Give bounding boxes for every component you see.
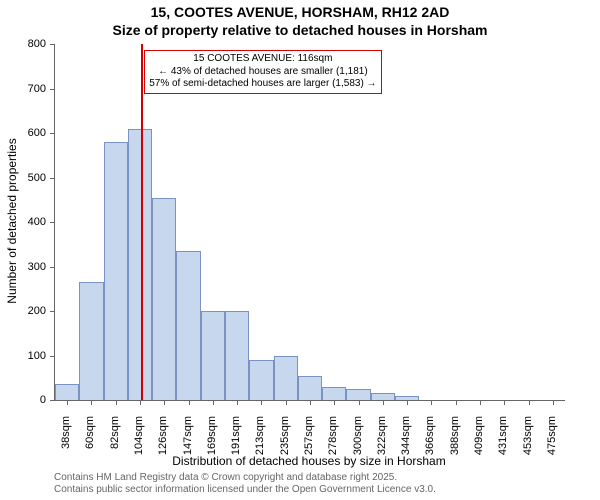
ytick-mark [50,400,55,401]
ytick-mark [50,267,55,268]
xtick-mark [261,400,262,405]
xtick-mark [286,400,287,405]
ytick-mark [50,178,55,179]
histogram-bar [176,251,200,400]
xtick-mark [456,400,457,405]
callout-line1: 15 COOTES AVENUE: 116sqm [149,53,376,66]
footer-line1: Contains HM Land Registry data © Crown c… [54,472,436,484]
footer-attribution: Contains HM Land Registry data © Crown c… [54,472,436,496]
ytick-mark [50,311,55,312]
histogram-bar [79,282,103,400]
xtick-mark [237,400,238,405]
xtick-mark [213,400,214,405]
x-axis-label: Distribution of detached houses by size … [54,454,564,468]
xtick-mark [164,400,165,405]
ytick-mark [50,44,55,45]
callout-line2: ← 43% of detached houses are smaller (1,… [149,66,376,79]
callout-line3: 57% of semi-detached houses are larger (… [149,78,376,91]
histogram-bar [371,393,395,400]
xtick-mark [407,400,408,405]
xtick-mark [189,400,190,405]
plot-area [54,44,565,401]
histogram-bar [55,384,79,400]
y-axis-label: Number of detached properties [5,43,19,399]
xtick-mark [310,400,311,405]
histogram-bar [298,376,322,400]
xtick-mark [359,400,360,405]
xtick-mark [116,400,117,405]
xtick-mark [553,400,554,405]
histogram-bar [346,389,370,400]
xtick-mark [431,400,432,405]
histogram-bar [201,311,225,400]
footer-line2: Contains public sector information licen… [54,484,436,496]
xtick-mark [67,400,68,405]
chart-title-line2: Size of property relative to detached ho… [0,22,600,38]
histogram-bar [152,198,176,400]
ytick-mark [50,356,55,357]
histogram-bar [128,129,152,400]
property-marker-line [141,44,143,400]
histogram-bar [249,360,273,400]
histogram-bar [104,142,128,400]
xtick-mark [334,400,335,405]
histogram-bar [225,311,249,400]
histogram-bar [274,356,298,401]
ytick-mark [50,133,55,134]
ytick-mark [50,222,55,223]
xtick-mark [383,400,384,405]
xtick-mark [140,400,141,405]
xtick-mark [529,400,530,405]
ytick-mark [50,89,55,90]
chart-title-line1: 15, COOTES AVENUE, HORSHAM, RH12 2AD [0,4,600,20]
xtick-mark [480,400,481,405]
xtick-mark [91,400,92,405]
histogram-bar [322,387,346,400]
xtick-mark [504,400,505,405]
callout-box: 15 COOTES AVENUE: 116sqm← 43% of detache… [144,50,381,94]
